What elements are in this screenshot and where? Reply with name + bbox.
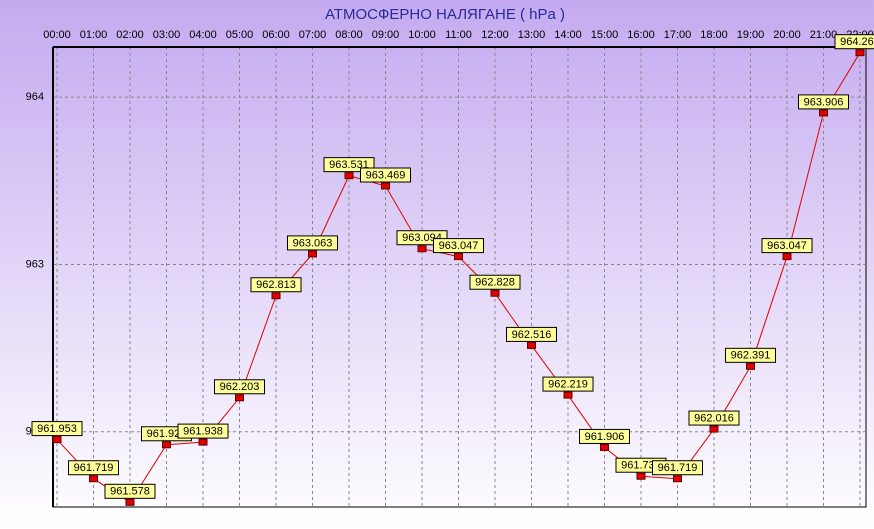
marker bbox=[235, 394, 244, 402]
value-label-box bbox=[433, 238, 484, 254]
x-tick-label: 17:00 bbox=[664, 29, 692, 41]
value-label: 961.922 bbox=[147, 428, 187, 440]
x-tick-label: 15:00 bbox=[591, 29, 619, 41]
x-tick-label: 18:00 bbox=[700, 29, 728, 41]
value-label: 963.094 bbox=[402, 232, 442, 244]
x-tick-label: 06:00 bbox=[262, 29, 290, 41]
value-label-box bbox=[761, 238, 813, 254]
value-label-box bbox=[834, 34, 874, 50]
value-label-box bbox=[250, 277, 302, 293]
value-label-box bbox=[360, 167, 411, 183]
value-label-box bbox=[469, 274, 521, 290]
value-label: 961.953 bbox=[37, 423, 77, 435]
value-label-box bbox=[579, 428, 630, 444]
marker bbox=[162, 441, 171, 449]
value-label: 962.016 bbox=[694, 412, 734, 424]
value-label: 962.516 bbox=[512, 329, 552, 341]
value-label: 962.219 bbox=[548, 379, 588, 391]
marker bbox=[855, 49, 865, 57]
marker bbox=[344, 172, 354, 180]
x-tick-label: 02:00 bbox=[116, 29, 144, 41]
x-tick-label: 10:00 bbox=[408, 29, 436, 41]
x-tick-label: 20:00 bbox=[773, 29, 801, 41]
marker bbox=[600, 443, 609, 451]
marker bbox=[563, 391, 573, 399]
marker bbox=[381, 182, 390, 190]
value-label: 962.203 bbox=[220, 381, 260, 393]
value-label: 963.047 bbox=[767, 240, 807, 252]
value-label-box bbox=[506, 326, 557, 342]
marker bbox=[125, 498, 135, 506]
value-label-box bbox=[287, 235, 338, 251]
value-label-box bbox=[725, 347, 776, 363]
value-label: 961.734 bbox=[621, 460, 661, 472]
y-tick-label: 963 bbox=[26, 258, 44, 270]
value-label: 962.813 bbox=[256, 279, 296, 291]
value-label: 961.938 bbox=[183, 426, 223, 438]
marker bbox=[819, 109, 828, 117]
x-tick-label: 12:00 bbox=[481, 29, 509, 41]
value-label: 963.531 bbox=[329, 159, 369, 171]
x-tick-label: 05:00 bbox=[226, 29, 254, 41]
marker bbox=[417, 245, 427, 253]
value-label: 963.906 bbox=[804, 96, 844, 108]
marker bbox=[527, 341, 536, 349]
value-label: 964.266 bbox=[840, 36, 874, 48]
marker bbox=[52, 436, 62, 444]
value-label: 962.391 bbox=[731, 350, 771, 362]
value-label: 962.828 bbox=[475, 277, 515, 289]
x-tick-label: 01:00 bbox=[80, 29, 108, 41]
value-label: 963.047 bbox=[439, 240, 479, 252]
value-label-box bbox=[542, 376, 594, 392]
marker bbox=[198, 438, 208, 446]
marker bbox=[490, 289, 500, 297]
value-label: 961.719 bbox=[658, 462, 698, 474]
value-label: 961.578 bbox=[110, 486, 150, 498]
marker bbox=[782, 253, 792, 261]
x-tick-label: 09:00 bbox=[372, 29, 400, 41]
value-label-box bbox=[31, 421, 83, 437]
marker bbox=[308, 250, 317, 258]
marker bbox=[271, 292, 281, 300]
value-label-box bbox=[104, 483, 156, 499]
marker bbox=[89, 475, 98, 483]
x-tick-label: 21:00 bbox=[810, 29, 838, 41]
x-tick-label: 13:00 bbox=[518, 29, 546, 41]
value-label-box bbox=[652, 460, 703, 476]
x-tick-label: 11:00 bbox=[445, 29, 472, 41]
marker bbox=[454, 253, 463, 261]
value-label-box bbox=[68, 460, 119, 476]
value-label-box bbox=[798, 94, 849, 110]
x-tick-label: 03:00 bbox=[153, 29, 181, 41]
value-label: 961.906 bbox=[585, 431, 625, 443]
value-label: 963.063 bbox=[293, 237, 333, 249]
x-tick-label: 04:00 bbox=[189, 29, 217, 41]
x-tick-label: 19:00 bbox=[737, 29, 765, 41]
marker bbox=[673, 475, 682, 483]
value-label-box bbox=[688, 410, 740, 426]
y-tick-label: 964 bbox=[26, 91, 44, 103]
marker bbox=[709, 425, 719, 433]
marker bbox=[636, 472, 646, 480]
value-label-box bbox=[214, 379, 265, 395]
value-label: 963.469 bbox=[366, 169, 406, 181]
value-label: 961.719 bbox=[74, 462, 114, 474]
x-tick-label: 14:00 bbox=[554, 29, 582, 41]
x-tick-label: 07:00 bbox=[299, 29, 327, 41]
x-tick-label: 08:00 bbox=[335, 29, 363, 41]
chart-title: АТМОСФЕРНО НАЛЯГАНЕ ( hPa ) bbox=[325, 6, 565, 23]
marker bbox=[746, 362, 755, 370]
value-label-box bbox=[177, 423, 229, 439]
x-tick-label: 00:00 bbox=[43, 29, 71, 41]
x-tick-label: 16:00 bbox=[627, 29, 655, 41]
